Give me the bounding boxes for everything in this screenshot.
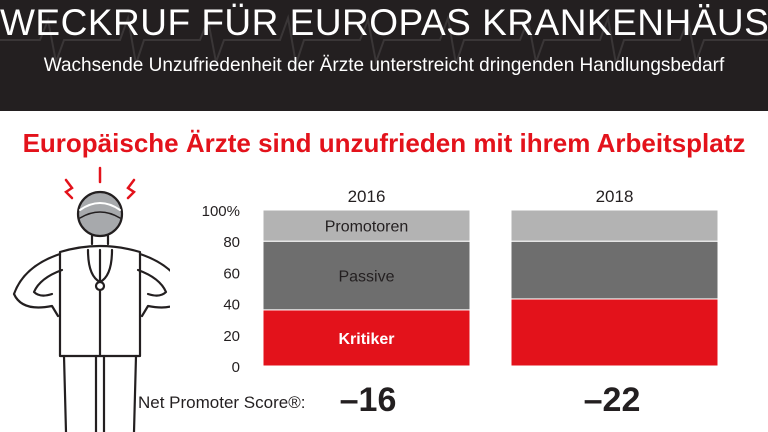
y-tick-label: 60 (223, 265, 240, 282)
category-label-2016: 2016 (348, 187, 386, 206)
page-subtitle: Wachsende Unzufriedenheit der Ärzte unte… (43, 55, 725, 76)
bar-segment-promotoren-2018 (510, 209, 719, 242)
y-tick-label: 0 (232, 359, 240, 376)
bar-segment-passive-2016 (262, 240, 471, 311)
bar-segment-promotoren-2016 (262, 209, 471, 242)
chart-headline: Europäische Ärzte sind unzufrieden mit i… (22, 128, 746, 158)
y-tick-label: 100% (202, 203, 240, 220)
category-label-2018: 2018 (596, 187, 634, 206)
y-tick-label: 40 (223, 297, 240, 314)
series-label-kritiker: Kritiker (338, 331, 394, 348)
y-tick-label: 80 (223, 234, 240, 251)
nps-value-2018: –22 (583, 381, 641, 419)
bar-segment-passive-2018 (510, 240, 719, 300)
y-tick-label: 20 (223, 328, 240, 345)
series-label-passive: Passive (338, 269, 394, 286)
bar-segment-kritiker-2016 (262, 309, 471, 367)
header-banner: WECKRUF FÜR EUROPAS KRANKENHÄUSER Wachse… (0, 0, 768, 111)
series-label-promotoren: Promotoren (325, 219, 409, 236)
nps-label: Net Promoter Score®: (138, 393, 306, 412)
heartbeat-pattern-icon (0, 14, 768, 66)
frustrated-doctor-icon (12, 166, 170, 432)
nps-value-2016: –16 (339, 381, 397, 419)
page-title: WECKRUF FÜR EUROPAS KRANKENHÄUSER (0, 2, 768, 43)
bar-segment-kritiker-2018 (510, 298, 719, 367)
